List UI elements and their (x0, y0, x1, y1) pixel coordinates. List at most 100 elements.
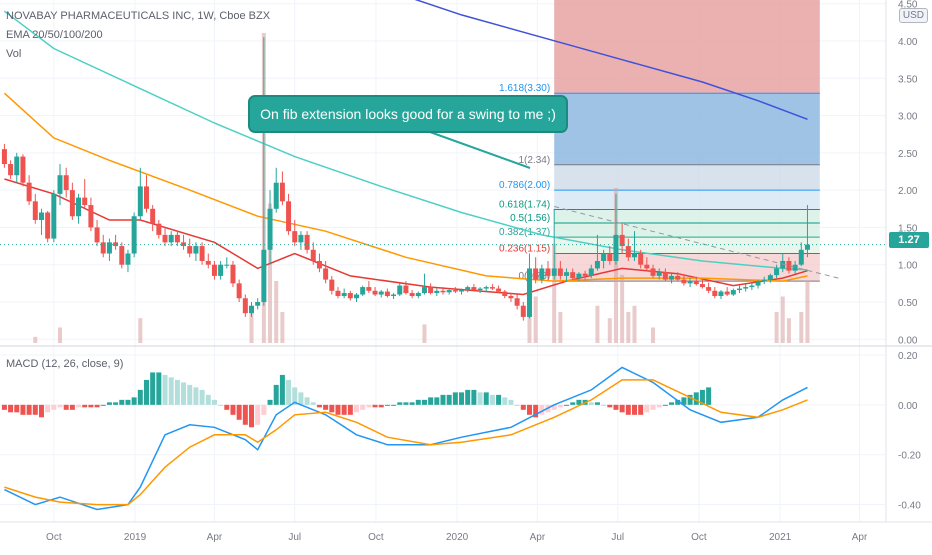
candle-body (366, 287, 372, 291)
macd-histogram-bar (557, 404, 563, 408)
time-tick-label: Apr (207, 532, 223, 543)
macd-histogram-bar (693, 392, 699, 405)
volume-bar (58, 327, 63, 343)
candle-body (706, 287, 712, 291)
currency-badge[interactable]: USD (898, 8, 928, 23)
macd-histogram-bar (397, 402, 403, 405)
macd-histogram-bar (452, 392, 458, 405)
candle-body (372, 290, 378, 295)
candle-body (143, 186, 149, 209)
volume-bar (33, 336, 38, 343)
candle-body (724, 291, 730, 295)
candle-body (211, 264, 217, 276)
candle-body (26, 182, 32, 202)
candle-body (181, 242, 187, 247)
macd-histogram-bar (292, 387, 298, 405)
candle-body (607, 253, 613, 261)
macd-histogram-bar (131, 397, 137, 405)
last-price-tag: 1.27 (889, 232, 929, 248)
candle-body (551, 268, 557, 276)
candle-body (718, 291, 724, 297)
macd-histogram-bar (199, 389, 205, 405)
macd-histogram-bar (230, 404, 236, 415)
macd-histogram-bar (255, 404, 261, 425)
macd-histogram-bar (100, 404, 106, 406)
price-tick-label: 3.50 (898, 74, 918, 85)
candle-body (397, 285, 403, 295)
candle-body (174, 234, 180, 243)
macd-histogram-bar (174, 379, 180, 405)
ema-legend[interactable]: EMA 20/50/100/200 (6, 29, 103, 41)
macd-histogram-bar (496, 394, 502, 405)
macd-histogram-bar (341, 404, 347, 415)
candle-body (576, 273, 582, 279)
candle-body (687, 281, 693, 284)
candle-body (88, 205, 94, 228)
macd-histogram-bar (631, 404, 637, 415)
candle-body (335, 290, 341, 297)
volume-bar (805, 281, 810, 343)
volume-bar (626, 312, 631, 343)
candle-body (242, 298, 248, 314)
price-tick-label: 1.00 (898, 261, 918, 272)
volume-bar (422, 324, 427, 343)
candle-body (409, 293, 415, 297)
candle-body (743, 287, 749, 289)
macd-histogram-bar (489, 394, 495, 405)
macd-legend[interactable]: MACD (12, 26, close, 9) (6, 358, 124, 370)
candle-body (378, 291, 384, 295)
trend-line (554, 206, 839, 279)
time-tick-label: 2020 (446, 532, 469, 543)
macd-histogram-bar (69, 404, 75, 410)
candle-body (273, 182, 279, 209)
candle-body (440, 290, 446, 293)
ema-line (3, 92, 808, 282)
candle-body (786, 260, 792, 271)
candle-body (502, 291, 508, 297)
macd-histogram-bar (508, 399, 514, 405)
fib-zone-upper (554, 0, 820, 94)
volume-bar (786, 318, 791, 343)
candle-body (594, 260, 600, 269)
candle-body (267, 208, 273, 250)
candle-body (113, 242, 119, 247)
time-tick-label: Jul (611, 532, 624, 543)
macd-histogram-bar (502, 397, 508, 405)
macd-histogram-bar (384, 404, 390, 406)
macd-histogram-bar (378, 404, 384, 408)
volume-bar (607, 318, 612, 343)
macd-histogram-bar (483, 392, 489, 405)
volume-bar (613, 188, 618, 343)
macd-histogram-bar (162, 374, 168, 405)
volume-bar (552, 243, 557, 343)
candle-body (662, 272, 668, 280)
macd-histogram-bar (236, 404, 242, 420)
macd-histogram-bar (601, 404, 607, 406)
candle-body (38, 212, 44, 220)
annotation-callout[interactable]: On fib extension looks good for a swing … (248, 95, 568, 133)
fib-level-label: 0.382(1.37) (499, 227, 550, 238)
candle-body (526, 268, 532, 317)
candle-body (638, 253, 644, 265)
candle-body (780, 260, 786, 269)
symbol-title[interactable]: NOVABAY PHARMACEUTICALS INC, 1W, Cboe BZ… (6, 10, 271, 22)
candle-body (712, 290, 718, 297)
macd-histogram-bar (267, 399, 273, 405)
macd-histogram-bar (551, 404, 557, 410)
candle-body (249, 305, 255, 314)
candle-body (304, 234, 310, 250)
macd-histogram-bar (360, 404, 366, 410)
fib-zone-1618 (554, 93, 820, 165)
macd-histogram-bar (181, 382, 187, 405)
candle-body (316, 260, 322, 269)
candle-body (619, 234, 625, 247)
macd-histogram-bar (63, 404, 69, 410)
macd-histogram-bar (273, 384, 279, 405)
macd-histogram-bar (699, 389, 705, 405)
macd-histogram-bar (310, 402, 316, 405)
volume-bar (249, 312, 254, 343)
volume-legend[interactable]: Vol (6, 48, 22, 60)
candle-body (168, 234, 174, 243)
macd-histogram-bar (477, 392, 483, 405)
macd-histogram-bar (242, 404, 248, 425)
